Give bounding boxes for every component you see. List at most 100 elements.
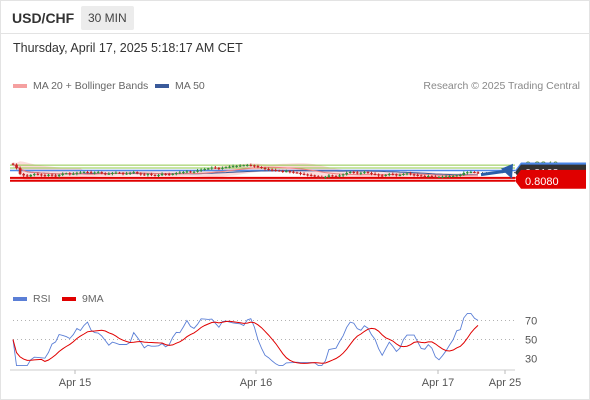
candle-body — [93, 172, 96, 174]
candle-body — [40, 174, 43, 176]
candle-body — [107, 173, 111, 175]
candle-body — [164, 173, 167, 175]
candle-body — [316, 176, 320, 178]
candle-body — [281, 170, 285, 172]
timeframe-button[interactable]: 30 MIN — [81, 6, 134, 30]
candle-body — [100, 172, 104, 174]
research-credit: Research © 2025 Trading Central — [423, 80, 580, 92]
candle-body — [292, 171, 295, 173]
candle-body — [256, 166, 260, 168]
legend-rsi: RSI — [13, 293, 51, 305]
candle-body — [224, 167, 228, 169]
chart-datetime: Thursday, April 17, 2025 5:18:17 AM CET — [13, 41, 243, 55]
candle-body — [50, 174, 54, 176]
candles — [11, 162, 480, 179]
candle-body — [47, 174, 50, 176]
candle-body — [352, 171, 356, 173]
candle-body — [61, 173, 64, 175]
candle-body — [466, 172, 469, 174]
candle-body — [96, 172, 100, 174]
candle-body — [341, 174, 345, 176]
time-axis: Apr 15 Apr 16 Apr 17 Apr 25 — [10, 369, 521, 389]
candle-body — [288, 171, 292, 173]
candle-body — [64, 173, 68, 175]
candle-body — [356, 172, 359, 174]
chart-header: USD/CHF 30 MIN — [0, 0, 590, 34]
price-tag-5 — [515, 172, 586, 189]
ma50-line — [12, 164, 478, 176]
candle-body — [182, 171, 185, 173]
candle-body — [153, 174, 157, 176]
rsi-tick-label: 30 — [525, 354, 537, 366]
candle-body — [174, 173, 178, 175]
candle-body — [11, 163, 15, 165]
candle-body — [139, 173, 143, 175]
time-tick-label: Apr 17 — [422, 377, 454, 389]
legend-rsi-label: RSI — [33, 293, 51, 305]
candle-body — [391, 174, 395, 176]
candle-body — [260, 167, 263, 169]
candle-body — [79, 172, 82, 174]
candle-body — [427, 176, 430, 178]
candle-body — [370, 172, 373, 174]
candle-body — [22, 173, 25, 176]
candle-body — [327, 175, 331, 177]
candle-body — [189, 171, 192, 173]
moving-averages — [12, 164, 478, 176]
candle-body — [277, 170, 281, 172]
rsi-swatch-icon — [13, 297, 27, 301]
candle-body — [338, 175, 341, 177]
candle-body — [150, 174, 153, 176]
candle-body — [135, 172, 139, 174]
legend-ma20-label: MA 20 + Bollinger Bands — [33, 80, 149, 92]
candle-body — [206, 168, 210, 170]
candle-body — [242, 165, 246, 167]
time-tick-label: Apr 16 — [240, 377, 272, 389]
forecast-arrow — [480, 163, 513, 179]
candle-body — [348, 171, 352, 173]
candle-body — [402, 173, 405, 175]
candle-body — [29, 174, 33, 177]
candle-body — [114, 172, 118, 174]
candle-body — [398, 174, 402, 176]
candle-body — [57, 174, 61, 177]
candle-body — [121, 173, 125, 175]
candle-body — [235, 165, 238, 167]
candle-body — [469, 171, 473, 173]
candle-body — [199, 169, 203, 171]
candle-body — [253, 165, 256, 167]
candle-body — [75, 172, 79, 174]
candle-body — [430, 176, 434, 178]
candle-body — [103, 173, 107, 175]
candle-body — [143, 174, 146, 176]
legend-ma9: 9MA — [62, 293, 104, 305]
rsi-tick-label: 50 — [525, 335, 537, 347]
candle-body — [345, 172, 348, 175]
legend-ma9-label: 9MA — [82, 293, 104, 305]
candle-body — [458, 174, 462, 176]
candle-body — [43, 175, 47, 177]
candle-body — [462, 172, 466, 175]
candle-body — [267, 169, 270, 171]
candle-body — [231, 166, 235, 168]
candle-body — [377, 174, 380, 176]
legend-ma50: MA 50 — [155, 80, 205, 92]
candle-body — [203, 169, 206, 171]
candle-body — [363, 172, 366, 174]
candle-body — [313, 175, 317, 177]
candle-body — [25, 175, 29, 177]
candle-body — [86, 171, 89, 173]
candle-body — [263, 168, 267, 170]
candle-body — [214, 167, 217, 169]
candle-body — [157, 175, 160, 177]
candle-body — [309, 174, 313, 176]
candle-body — [334, 176, 338, 178]
candle-body — [228, 166, 231, 168]
candle-body — [324, 176, 327, 178]
candle-body — [245, 165, 249, 167]
price-label-5: 0.8080 — [525, 176, 559, 188]
candle-body — [185, 171, 189, 173]
candle-body — [68, 173, 72, 175]
candle-body — [302, 173, 306, 175]
